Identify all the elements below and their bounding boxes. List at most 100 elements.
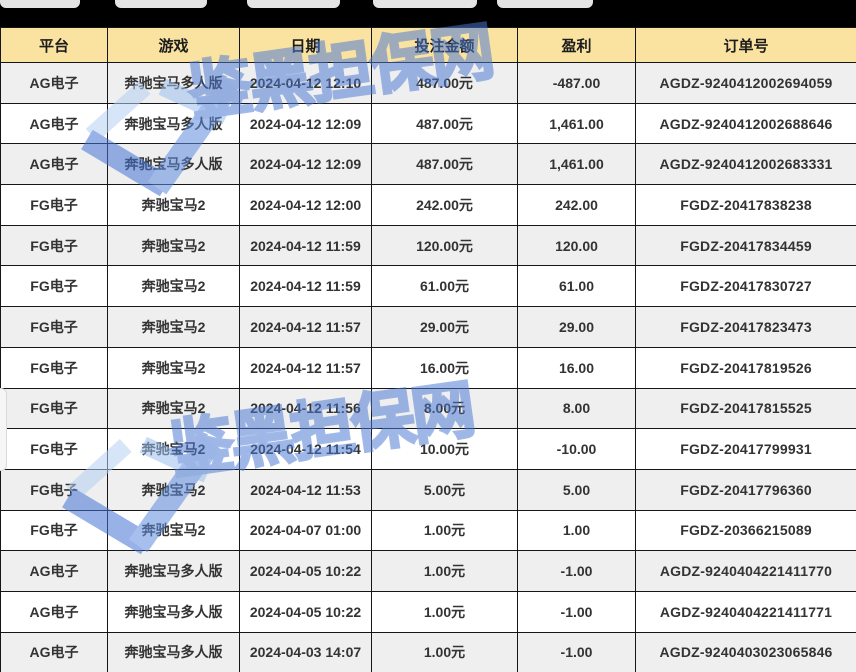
- cell-date: 2024-04-12 11:59: [239, 265, 372, 308]
- column-header-date: 日期: [239, 27, 372, 63]
- cell-date: 2024-04-12 12:09: [239, 143, 372, 186]
- cell-game: 奔驰宝马2: [107, 387, 240, 430]
- cell-profit: 29.00: [517, 306, 636, 348]
- top-bar-button[interactable]: [115, 0, 207, 8]
- cell-order-number: FGDZ-20417834459: [635, 224, 856, 267]
- cell-platform: FG电子: [0, 224, 108, 267]
- cell-order-number: AGDZ-9240412002683331: [635, 143, 856, 186]
- cell-bet-amount: 5.00元: [371, 468, 518, 511]
- cell-bet-amount: 1.00元: [371, 631, 518, 672]
- top-bar-button[interactable]: [373, 0, 477, 8]
- cell-bet-amount: 1.00元: [371, 550, 518, 592]
- cell-game: 奔驰宝马多人版: [107, 143, 240, 186]
- cell-date: 2024-04-12 11:59: [239, 224, 372, 267]
- cell-bet-amount: 8.00元: [371, 387, 518, 430]
- column-header-amount: 投注金额: [371, 27, 518, 63]
- cell-order-number: AGDZ-9240404221411770: [635, 550, 856, 592]
- cell-profit: -10.00: [517, 428, 636, 470]
- cell-bet-amount: 1.00元: [371, 590, 518, 633]
- table-row: FG电子 奔驰宝马2 2024-04-12 11:53 5.00元 5.00 FGDZ-2…: [0, 468, 856, 511]
- cell-platform: AG电子: [0, 590, 108, 633]
- cell-platform: FG电子: [0, 265, 108, 308]
- top-bar: [0, 0, 856, 27]
- table-row: FG电子 奔驰宝马2 2024-04-12 11:59 120.00元 120.00 FG…: [0, 224, 856, 267]
- cell-game: 奔驰宝马多人版: [107, 590, 240, 633]
- table-row: AG电子 奔驰宝马多人版 2024-04-12 12:10 487.00元 -487.0…: [0, 62, 856, 104]
- cell-game: 奔驰宝马2: [107, 184, 240, 226]
- cell-order-number: FGDZ-20417819526: [635, 346, 856, 389]
- records-table: 平台 游戏 日期 投注金额 盈利 订单号 AG电子 奔驰宝马多人版 2024-04-…: [0, 27, 856, 672]
- cell-game: 奔驰宝马2: [107, 224, 240, 267]
- cell-platform: FG电子: [0, 184, 108, 226]
- cell-date: 2024-04-05 10:22: [239, 550, 372, 592]
- table-row: FG电子 奔驰宝马2 2024-04-12 11:57 16.00元 16.00 FGDZ…: [0, 346, 856, 389]
- cell-profit: 5.00: [517, 468, 636, 511]
- column-header-game: 游戏: [107, 27, 240, 63]
- cell-profit: 8.00: [517, 387, 636, 430]
- cell-bet-amount: 487.00元: [371, 143, 518, 186]
- cell-game: 奔驰宝马2: [107, 509, 240, 552]
- table-row: AG电子 奔驰宝马多人版 2024-04-03 14:07 1.00元 -1.00 AGD…: [0, 631, 856, 672]
- cell-order-number: FGDZ-20417823473: [635, 306, 856, 348]
- cell-date: 2024-04-12 11:53: [239, 468, 372, 511]
- cell-profit: 16.00: [517, 346, 636, 389]
- records-table-body: AG电子 奔驰宝马多人版 2024-04-12 12:10 487.00元 -487.0…: [0, 62, 856, 672]
- cell-order-number: AGDZ-9240412002688646: [635, 102, 856, 145]
- cell-date: 2024-04-03 14:07: [239, 631, 372, 672]
- cell-game: 奔驰宝马2: [107, 468, 240, 511]
- cell-game: 奔驰宝马2: [107, 346, 240, 389]
- cell-profit: 1,461.00: [517, 143, 636, 186]
- cell-date: 2024-04-12 11:54: [239, 428, 372, 470]
- cell-bet-amount: 29.00元: [371, 306, 518, 348]
- cell-platform: FG电子: [0, 306, 108, 348]
- cell-profit: 120.00: [517, 224, 636, 267]
- top-bar-button[interactable]: [247, 0, 340, 8]
- cell-date: 2024-04-12 12:09: [239, 102, 372, 145]
- table-row: AG电子 奔驰宝马多人版 2024-04-05 10:22 1.00元 -1.00 AGD…: [0, 550, 856, 592]
- table-row: AG电子 奔驰宝马多人版 2024-04-12 12:09 487.00元 1,461.…: [0, 102, 856, 145]
- cell-bet-amount: 120.00元: [371, 224, 518, 267]
- cell-platform: FG电子: [0, 387, 108, 430]
- cell-bet-amount: 16.00元: [371, 346, 518, 389]
- cell-platform: FG电子: [0, 346, 108, 389]
- table-row: FG电子 奔驰宝马2 2024-04-12 11:56 8.00元 8.00 FGDZ-2…: [0, 387, 856, 430]
- cell-platform: FG电子: [0, 509, 108, 552]
- table-header-row: 平台 游戏 日期 投注金额 盈利 订单号: [0, 27, 856, 63]
- cell-date: 2024-04-12 11:57: [239, 306, 372, 348]
- cell-order-number: AGDZ-9240403023065846: [635, 631, 856, 672]
- cell-order-number: FGDZ-20417815525: [635, 387, 856, 430]
- cell-date: 2024-04-12 11:56: [239, 387, 372, 430]
- cell-bet-amount: 1.00元: [371, 509, 518, 552]
- top-bar-button[interactable]: [0, 0, 80, 8]
- cell-order-number: FGDZ-20417838238: [635, 184, 856, 226]
- cell-bet-amount: 61.00元: [371, 265, 518, 308]
- cell-game: 奔驰宝马多人版: [107, 62, 240, 104]
- cell-order-number: AGDZ-9240412002694059: [635, 62, 856, 104]
- cell-order-number: FGDZ-20417799931: [635, 428, 856, 470]
- cell-platform: AG电子: [0, 550, 108, 592]
- cell-bet-amount: 242.00元: [371, 184, 518, 226]
- cell-bet-amount: 10.00元: [371, 428, 518, 470]
- cell-platform: FG电子: [0, 428, 108, 470]
- cell-profit: -1.00: [517, 590, 636, 633]
- table-row: FG电子 奔驰宝马2 2024-04-12 11:59 61.00元 61.00 FGDZ…: [0, 265, 856, 308]
- cell-order-number: FGDZ-20366215089: [635, 509, 856, 552]
- cell-platform: FG电子: [0, 468, 108, 511]
- cell-game: 奔驰宝马多人版: [107, 550, 240, 592]
- cell-profit: -487.00: [517, 62, 636, 104]
- cell-bet-amount: 487.00元: [371, 62, 518, 104]
- cell-platform: AG电子: [0, 631, 108, 672]
- cell-date: 2024-04-07 01:00: [239, 509, 372, 552]
- cell-game: 奔驰宝马多人版: [107, 102, 240, 145]
- left-edge-panel-sliver: [0, 388, 7, 471]
- cell-order-number: FGDZ-20417796360: [635, 468, 856, 511]
- cell-profit: 1,461.00: [517, 102, 636, 145]
- table-row: FG电子 奔驰宝马2 2024-04-07 01:00 1.00元 1.00 FGDZ-2…: [0, 509, 856, 552]
- cell-profit: -1.00: [517, 550, 636, 592]
- cell-profit: 242.00: [517, 184, 636, 226]
- table-row: FG电子 奔驰宝马2 2024-04-12 12:00 242.00元 242.00 FG…: [0, 184, 856, 226]
- cell-game: 奔驰宝马2: [107, 428, 240, 470]
- top-bar-button[interactable]: [497, 0, 593, 8]
- table-row: AG电子 奔驰宝马多人版 2024-04-12 12:09 487.00元 1,461.…: [0, 143, 856, 186]
- table-row: FG电子 奔驰宝马2 2024-04-12 11:57 29.00元 29.00 FGDZ…: [0, 306, 856, 348]
